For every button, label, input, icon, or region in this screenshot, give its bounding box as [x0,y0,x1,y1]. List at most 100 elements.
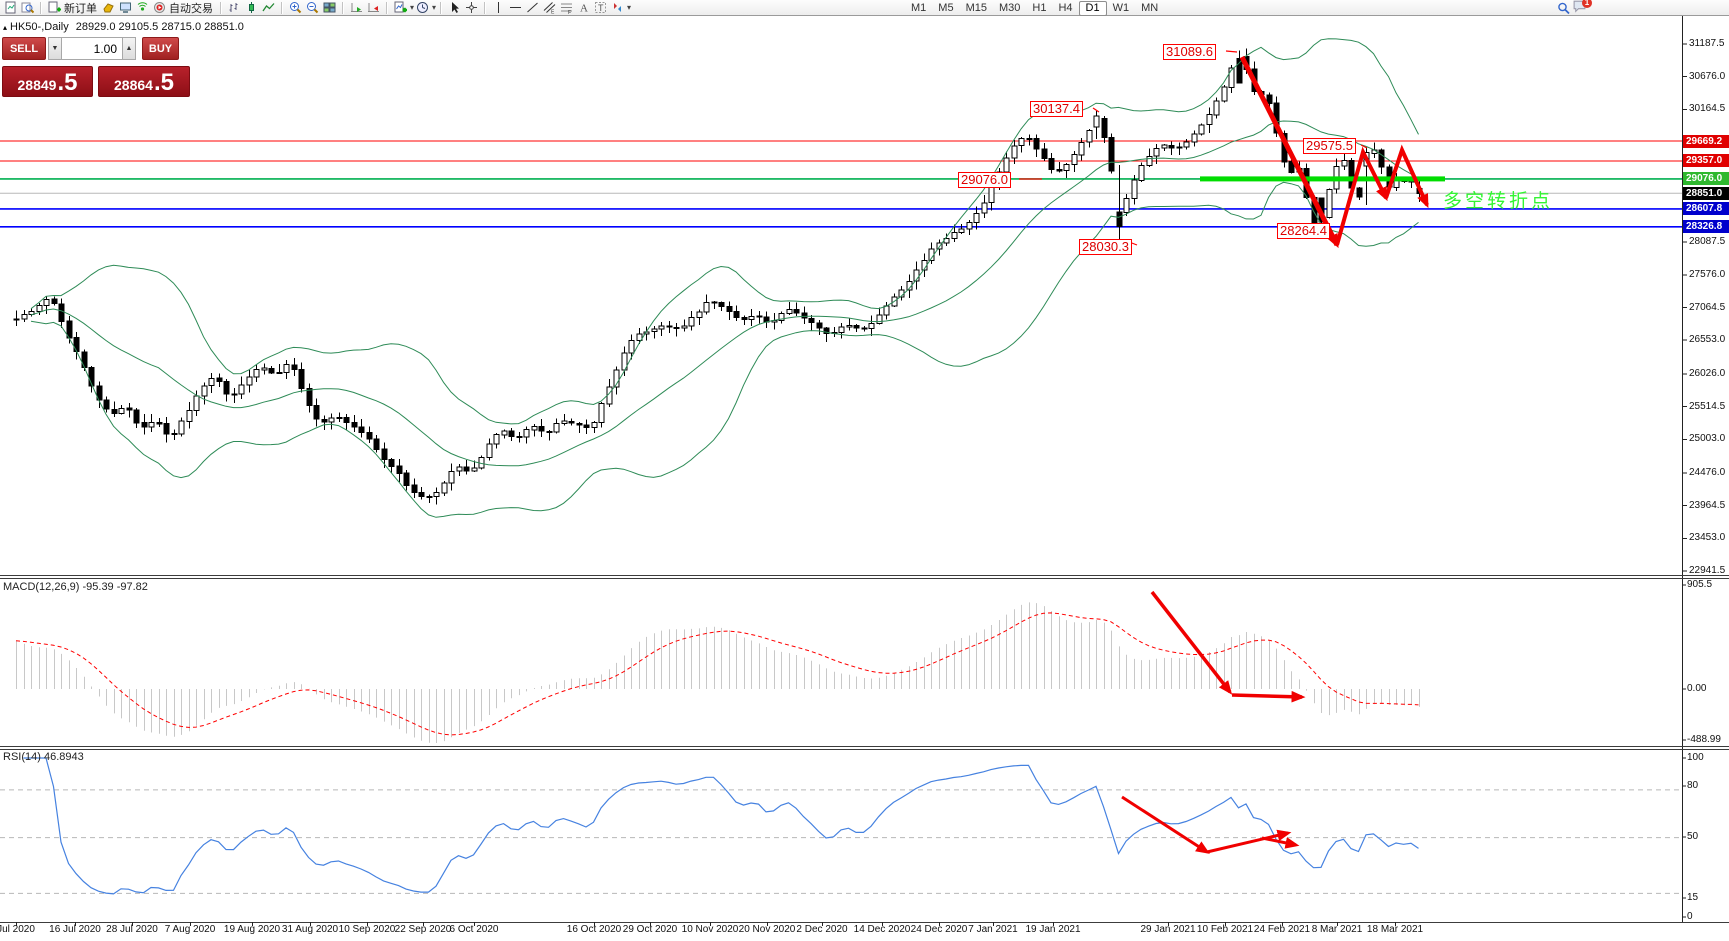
indicators-list-icon[interactable] [394,1,407,15]
timeframe-w1-button[interactable]: W1 [1112,2,1130,14]
equidistant-channel-icon[interactable]: E [543,1,556,15]
date-axis-tick: 2 Dec 2020 [796,924,848,935]
line-chart-mode-icon[interactable] [262,1,275,15]
buy-button[interactable]: BUY [142,37,179,60]
price-annotation[interactable]: 28264.4 [1277,223,1330,239]
date-axis-tick: 14 Dec 2020 [853,924,911,935]
text-label-icon[interactable]: T [594,1,607,15]
svg-text:F: F [568,10,571,14]
fibonacci-icon[interactable]: F [560,1,573,15]
trendline-icon[interactable] [526,1,539,15]
macd-trend-arrow [1150,590,1233,695]
chart-symbol-label: ▴ HK50-,Daily 28929.0 29105.5 28715.0 2885… [3,21,244,33]
zoom-in-icon[interactable] [289,1,302,15]
vertical-line-icon[interactable] [492,1,505,15]
new-order-button-label[interactable]: 新订单 [64,2,97,15]
price-axis-tick: 22941.5 [1689,565,1726,576]
auto-scroll-icon[interactable] [350,1,363,15]
candlesticks-layer [13,48,1423,505]
text-icon[interactable]: A [577,1,590,15]
timeframe-h1-button[interactable]: H1 [1032,2,1047,14]
terminal-window-icon[interactable] [119,1,132,15]
periods-icon[interactable] [416,1,429,15]
date-axis-tick: 29 Jan 2021 [1140,924,1196,935]
new-order-button[interactable] [48,1,61,15]
chart-window-icon[interactable] [4,1,17,15]
trend-text-annotation[interactable]: 多空转折点 [1443,191,1554,212]
indicators-list-icon-dropdown[interactable]: ▾ [410,3,415,12]
timeframe-toolbar: M1 M5 M15 M30 H1 H4 D1 W1 MN [905,0,1164,16]
price-axis-tick: 30676.0 [1689,70,1726,82]
autotrading-button[interactable] [153,1,166,15]
one-click-trading-panel: SELL ▼ ▲ BUY 28849.5 28864.5 [2,37,196,97]
candle-chart-mode-icon[interactable] [245,1,258,15]
timeframe-m15-button[interactable]: M15 [965,2,987,14]
price-annotation[interactable]: 31089.6 [1163,44,1216,60]
date-axis-tick: 16 Oct 2020 [566,924,622,935]
price-axis-tick: 26026.0 [1689,367,1726,379]
macd-pane-label: MACD(12,26,9) -95.39 -97.82 [3,581,148,593]
tile-windows-icon[interactable] [323,1,336,15]
date-axis-tick: 7 Jan 2021 [968,924,1018,935]
volume-decrease-button[interactable]: ▼ [48,37,62,60]
rsi-axis-tick: 0 [1687,911,1693,922]
timeframe-m1-button[interactable]: M1 [911,2,927,14]
timeframe-mn-button[interactable]: MN [1141,2,1159,14]
cursor-icon[interactable] [448,1,461,15]
rsi-axis-tick: 100 [1687,752,1704,763]
price-axis-tick: 30164.5 [1689,103,1726,115]
price-annotation[interactable]: 28030.3 [1079,239,1132,255]
arrows-shapes-icon[interactable] [611,1,624,15]
timeframe-m5-button[interactable]: M5 [938,2,954,14]
volume-input[interactable] [62,37,122,60]
date-axis-tick: 10 Feb 2021 [1196,924,1254,935]
zoom-out-icon[interactable] [306,1,319,15]
macd-axis-tick: 905.5 [1687,579,1713,590]
price-annotation[interactable]: 29076.0 [958,172,1011,188]
autotrading-button-label[interactable]: 自动交易 [169,2,213,15]
date-axis-tick: 24 Dec 2020 [910,924,968,935]
timeframe-m30-button[interactable]: M30 [998,2,1021,14]
community-chat-button[interactable]: 1 [1572,0,1592,18]
periods-icon-dropdown[interactable]: ▾ [432,3,437,12]
signals-icon[interactable] [136,1,149,15]
crosshair-icon[interactable] [465,1,478,15]
sell-button[interactable]: SELL [2,37,46,60]
support-trend-segment[interactable] [1200,176,1445,182]
market-watch-icon[interactable] [102,1,115,15]
toolbar-separator [220,1,222,14]
price-annotation[interactable]: 30137.4 [1030,101,1083,117]
price-level-badge: 29357.0 [1683,154,1729,168]
timeframe-d1-button[interactable]: D1 [1078,0,1107,16]
price-axis-tick: 24476.0 [1689,466,1726,478]
sell-price-display[interactable]: 28849.5 [2,66,93,97]
price-axis-tick: 27064.5 [1689,301,1726,313]
timeframe-h4-button[interactable]: H4 [1058,2,1073,14]
one-click-collapse-icon[interactable]: ▴ [3,23,8,32]
toolbar-separator [342,1,344,14]
rsi-trend-arrow [1206,829,1292,854]
search-icon[interactable] [1557,1,1570,15]
macd-axis-tick: -488.99 [1687,734,1721,745]
toolbar-separator [386,1,388,14]
bar-chart-mode-icon[interactable] [228,1,241,15]
sell-price-main: 28849 [17,77,57,93]
date-axis-tick: 29 Oct 2020 [622,924,678,935]
data-window-icon[interactable] [21,1,34,15]
rsi-axis-tick: 15 [1687,892,1699,903]
rsi-trend-arrow [1121,795,1210,854]
price-axis-tick: 31187.5 [1689,38,1725,49]
horizontal-line-icon[interactable] [509,1,522,15]
date-axis-tick: Jul 2020 [0,924,35,935]
arrows-shapes-icon-dropdown[interactable]: ▾ [627,3,632,12]
price-annotation[interactable]: 29575.5 [1303,138,1356,154]
main-trend-arrow [1384,144,1429,209]
date-axis-tick: 16 Jul 2020 [49,924,101,935]
trend-arrows[interactable] [1121,55,1429,854]
svg-text:E: E [551,10,555,15]
buy-price-display[interactable]: 28864.5 [98,66,190,97]
volume-increase-button[interactable]: ▲ [122,37,136,60]
date-axis-tick: 22 Sep 2020 [394,924,452,935]
chart-shift-icon[interactable] [367,1,380,15]
